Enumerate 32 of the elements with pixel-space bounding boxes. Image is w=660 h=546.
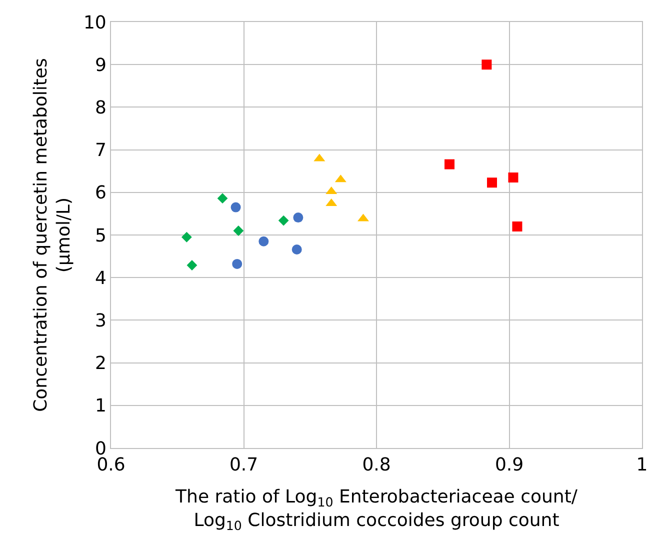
- y-axis-title: Concentration of quercetin metabolites (μmol/L): [30, 58, 75, 412]
- y-tick-label: 8: [94, 98, 106, 118]
- point: [508, 172, 518, 182]
- point: [181, 232, 192, 242]
- y-tick-label: 3: [94, 310, 106, 332]
- y-tick-label: 2: [94, 353, 106, 374]
- y-tick-label: 5: [94, 225, 106, 246]
- y-tick-label: 9: [94, 54, 106, 76]
- y-tick-label: 4: [94, 268, 106, 289]
- point: [230, 202, 241, 212]
- text: The ratio of Log$_{10}$ Enterobacteriaceae count/ Log$_{10}$ Clostridium coccoides group count: [176, 486, 578, 533]
- x-tick-label: 0.9: [494, 454, 524, 476]
- point: [232, 258, 242, 269]
- point: [217, 193, 228, 204]
- x-tick-label: 0.6: [96, 454, 126, 476]
- point: [512, 221, 522, 232]
- y-tick-label: 10: [83, 12, 106, 34]
- point: [186, 260, 198, 270]
- point: [486, 178, 497, 188]
- x-tick-label: 0.7: [229, 454, 258, 476]
- point: [292, 244, 302, 254]
- x-tick-label: 0.8: [362, 454, 391, 476]
- point: [233, 226, 244, 236]
- x-tick-label: 1: [636, 454, 648, 476]
- y-tick-label: 6: [94, 182, 106, 204]
- y-tick-label: 1: [94, 396, 106, 417]
- point: [444, 159, 455, 170]
- y-tick-label: 7: [94, 140, 106, 162]
- point: [293, 212, 304, 223]
- point: [278, 215, 289, 226]
- point: [482, 60, 492, 70]
- point: [258, 236, 269, 246]
